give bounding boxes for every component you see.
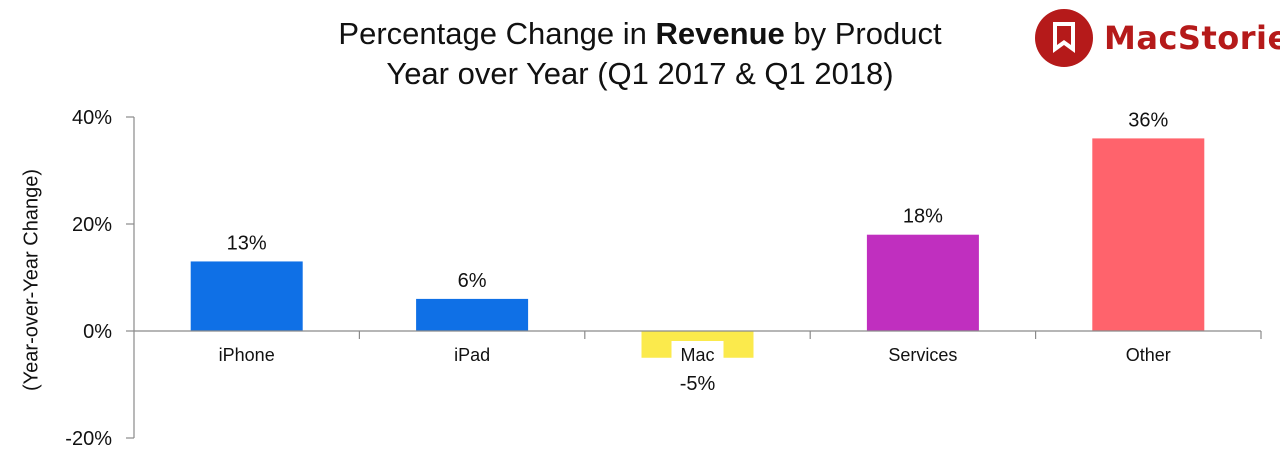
chart-title: Percentage Change in Revenue by Product … <box>240 14 1040 94</box>
bar-services <box>866 234 979 331</box>
bars <box>190 138 1205 358</box>
data-label: -5% <box>680 373 716 395</box>
bar-iphone <box>190 261 303 331</box>
bar-other <box>1092 138 1205 331</box>
title-suffix: by Product <box>784 16 942 51</box>
data-label: 36% <box>1128 109 1168 131</box>
x-tick-label: Services <box>888 345 957 365</box>
x-tick-label: iPhone <box>219 345 275 365</box>
x-tick-label: iPad <box>454 345 490 365</box>
y-tick-label: 0% <box>83 321 112 343</box>
y-axis: 40% 20% 0% -20% <box>65 107 135 450</box>
data-label: 6% <box>458 270 487 292</box>
y-tick-label: 20% <box>72 214 112 236</box>
x-tick-labels: iPhone iPad Mac Services Other <box>219 341 1171 367</box>
title-bold-word: Revenue <box>655 16 785 51</box>
category-label-background <box>671 341 724 367</box>
bar-ipad <box>416 298 529 331</box>
title-line-2: Year over Year (Q1 2017 & Q1 2018) <box>386 56 894 91</box>
y-tick-label: -20% <box>65 428 112 450</box>
data-labels: 13% 6% -5% 18% 36% <box>227 109 1169 394</box>
bookmark-logo-icon <box>1035 9 1093 67</box>
title-prefix: Percentage Change in <box>338 16 656 51</box>
macstories-logo: MacStories <box>1034 8 1280 68</box>
x-axis <box>134 330 1262 339</box>
x-tick-label: Mac <box>680 345 714 365</box>
title-line-1: Percentage Change in Revenue by Product <box>240 14 1040 54</box>
data-label: 18% <box>903 206 943 228</box>
x-tick-label: Other <box>1126 345 1171 365</box>
y-tick-label: 40% <box>72 107 112 129</box>
logo-text: MacStories <box>1104 19 1280 57</box>
data-label: 13% <box>227 232 267 254</box>
